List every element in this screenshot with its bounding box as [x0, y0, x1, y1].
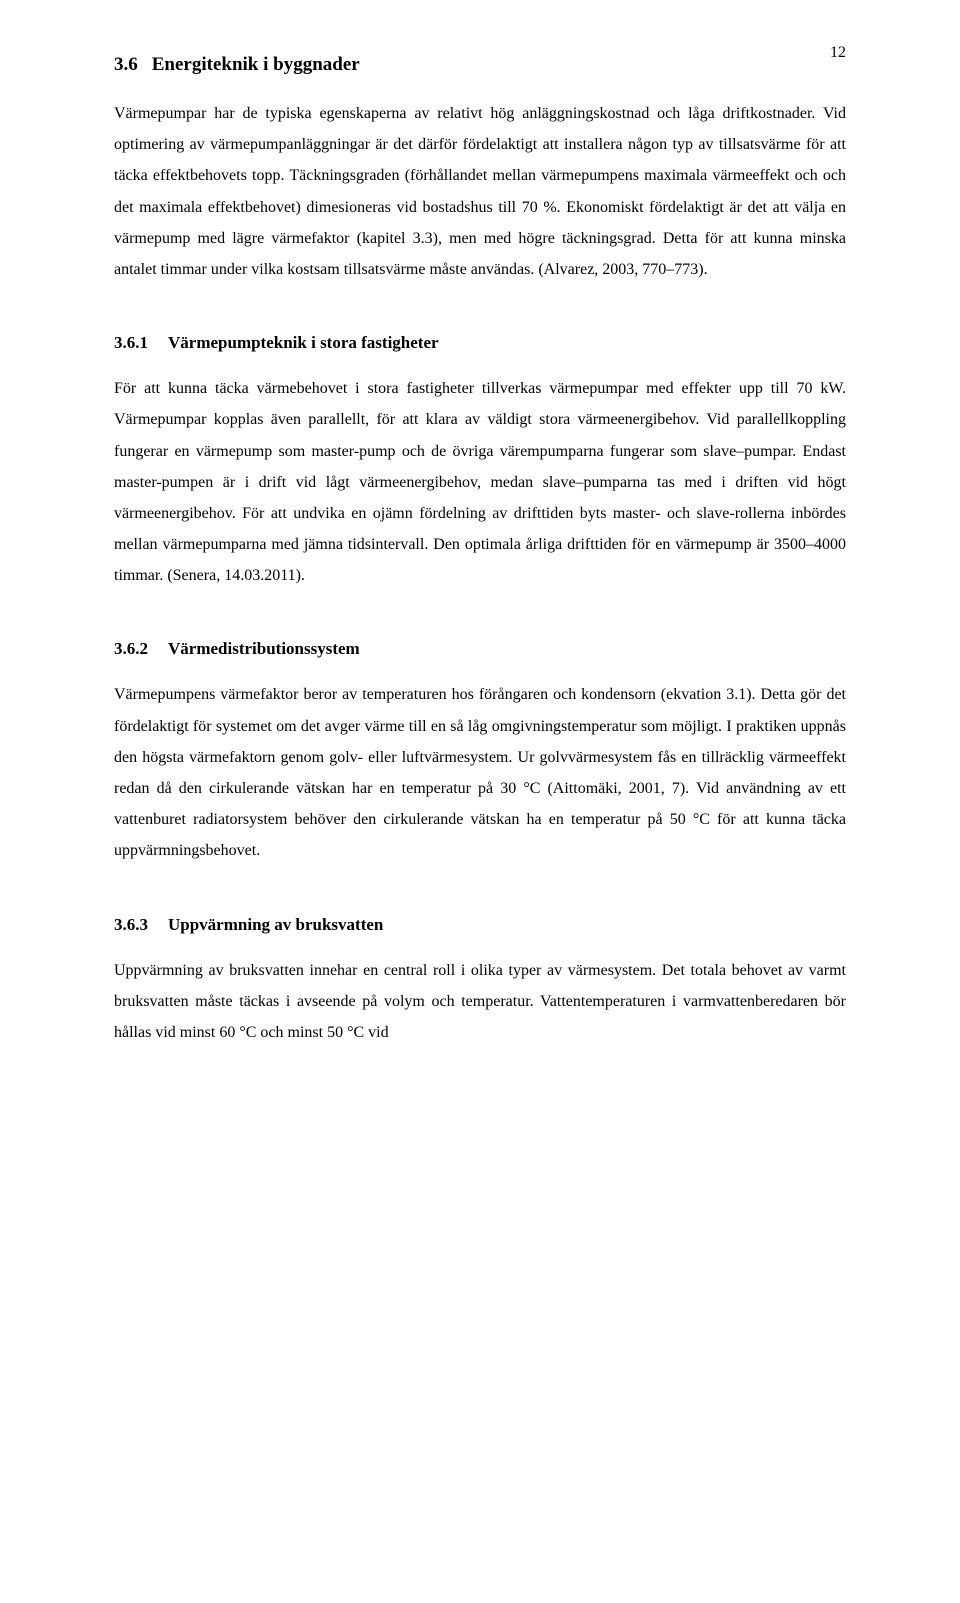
subsection-heading-1: 3.6.1 Värmepumpteknik i stora fastigheter	[114, 333, 846, 353]
page-number: 12	[830, 44, 846, 62]
section-body: Värmepumpar har de typiska egenskaperna …	[114, 98, 846, 285]
subsection-number-2: 3.6.2	[114, 639, 148, 659]
subsection-title-3: Uppvärmning av bruksvatten	[168, 915, 383, 934]
section-title: Energiteknik i byggnader	[152, 54, 360, 75]
section-heading: 3.6 Energiteknik i byggnader	[114, 54, 846, 76]
section-number: 3.6	[114, 54, 138, 76]
subsection-body-1: För att kunna täcka värmebehovet i stora…	[114, 373, 846, 591]
subsection-number-1: 3.6.1	[114, 333, 148, 353]
document-page: 12 3.6 Energiteknik i byggnader Värmepump…	[0, 0, 960, 1603]
subsection-body-2: Värmepumpens värmefaktor beror av temper…	[114, 679, 846, 866]
subsection-body-3: Uppvärmning av bruksvatten innehar en ce…	[114, 955, 846, 1049]
subsection-heading-2: 3.6.2 Värmedistributionssystem	[114, 639, 846, 659]
subsection-heading-3: 3.6.3 Uppvärmning av bruksvatten	[114, 915, 846, 935]
subsection-title-1: Värmepumpteknik i stora fastigheter	[168, 333, 439, 352]
subsection-title-2: Värmedistributionssystem	[168, 639, 360, 658]
subsection-number-3: 3.6.3	[114, 915, 148, 935]
